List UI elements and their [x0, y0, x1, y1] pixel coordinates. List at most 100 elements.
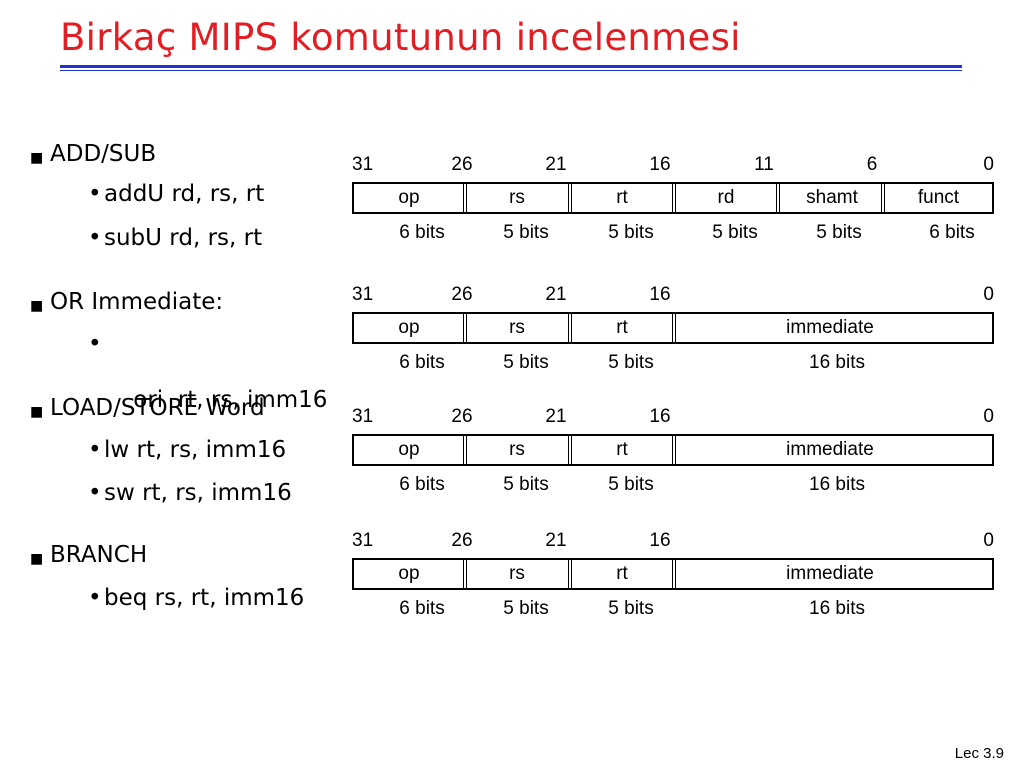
field-width: 5 bits [608, 598, 654, 619]
subitem-lw: • lw rt, rs, imm16 [88, 436, 287, 464]
field-width: 5 bits [608, 222, 654, 243]
bit-position: 26 [451, 530, 473, 551]
field-divider [463, 184, 467, 212]
field-width: 5 bits [503, 352, 549, 373]
bit-position: 16 [649, 154, 671, 175]
bit-position: 31 [352, 530, 374, 551]
field-rt: rt [616, 563, 628, 584]
subitem-sw: • sw rt, rs, imm16 [88, 479, 292, 507]
i-format-diagram-ori: 31 26 21 16 0 op rs rt immediate 6 bits … [352, 284, 994, 384]
field-width: 5 bits [608, 352, 654, 373]
bit-position: 0 [983, 284, 994, 305]
field-width: 5 bits [503, 598, 549, 619]
dot-bullet-icon: • [88, 585, 102, 611]
square-bullet-icon: ■ [30, 404, 44, 420]
field-op: op [398, 317, 420, 338]
field-width: 6 bits [399, 598, 445, 619]
bit-position: 11 [754, 154, 774, 175]
i-format-diagram-load-store: 31 26 21 16 0 op rs rt immediate 6 bits … [352, 406, 994, 506]
square-bullet-icon: ■ [30, 298, 44, 314]
subitem-text: sw rt, rs, imm16 [104, 480, 292, 506]
field-width: 16 bits [809, 598, 865, 619]
field-width: 6 bits [399, 352, 445, 373]
field-op: op [398, 439, 420, 460]
instruction-fields-box: op rs rt immediate [352, 312, 994, 344]
subitem-ori: • ori rt, rs, imm16 [88, 330, 328, 442]
bullet-branch: ■ BRANCH [30, 541, 147, 569]
field-rt: rt [616, 317, 628, 338]
dot-bullet-icon: • [88, 225, 102, 251]
slide-title: Birkaç MIPS komutunun incelenmesi [60, 16, 741, 59]
bullet-load-store: ■ LOAD/STORE Word [30, 394, 265, 422]
instruction-fields-box: op rs rt immediate [352, 434, 994, 466]
bit-position: 16 [649, 284, 671, 305]
subitem-text: beq rs, rt, imm16 [104, 585, 305, 611]
field-divider [672, 560, 676, 588]
subitem-text: addU rd, rs, rt [104, 181, 265, 207]
field-divider [568, 314, 572, 342]
field-divider [568, 436, 572, 464]
dot-bullet-icon: • [88, 331, 102, 357]
title-rule-thick [60, 65, 962, 68]
subitem-addu: • addU rd, rs, rt [88, 180, 265, 208]
square-bullet-icon: ■ [30, 551, 44, 567]
bit-position: 0 [983, 406, 994, 427]
bit-position: 0 [983, 154, 994, 175]
bit-position: 26 [451, 154, 473, 175]
field-width: 6 bits [929, 222, 975, 243]
title-rule-thin [60, 70, 962, 71]
bit-position: 26 [451, 406, 473, 427]
bit-position: 31 [352, 406, 374, 427]
bit-position: 21 [545, 406, 567, 427]
square-bullet-icon: ■ [30, 150, 44, 166]
field-width: 5 bits [503, 222, 549, 243]
dot-bullet-icon: • [88, 181, 102, 207]
field-width: 5 bits [503, 474, 549, 495]
r-format-diagram: 31 26 21 16 11 6 0 op rs rt rd shamt fun… [352, 154, 994, 254]
bit-position: 31 [352, 154, 374, 175]
bit-position: 6 [866, 154, 878, 175]
subitem-beq: • beq rs, rt, imm16 [88, 584, 305, 612]
field-divider [463, 560, 467, 588]
bit-position: 21 [545, 530, 567, 551]
field-width: 6 bits [399, 474, 445, 495]
field-immediate: immediate [786, 317, 874, 338]
bullet-label: ADD/SUB [50, 141, 157, 167]
field-op: op [398, 187, 420, 208]
field-divider [881, 184, 885, 212]
subitem-subu: • subU rd, rs, rt [88, 224, 262, 252]
bit-position: 31 [352, 284, 374, 305]
field-rs: rs [509, 317, 525, 338]
instruction-fields-box: op rs rt rd shamt funct [352, 182, 994, 214]
field-width: 5 bits [608, 474, 654, 495]
field-immediate: immediate [786, 563, 874, 584]
instruction-fields-box: op rs rt immediate [352, 558, 994, 590]
field-width: 6 bits [399, 222, 445, 243]
field-divider [776, 184, 780, 212]
dot-bullet-icon: • [88, 480, 102, 506]
field-width: 16 bits [809, 474, 865, 495]
field-divider [463, 314, 467, 342]
field-divider [672, 184, 676, 212]
field-divider [672, 436, 676, 464]
field-rt: rt [616, 187, 628, 208]
bit-position: 21 [545, 154, 567, 175]
bullet-label: LOAD/STORE Word [50, 395, 265, 421]
i-format-diagram-branch: 31 26 21 16 0 op rs rt immediate 6 bits … [352, 530, 994, 630]
field-divider [463, 436, 467, 464]
field-width: 5 bits [712, 222, 758, 243]
field-rs: rs [509, 563, 525, 584]
field-funct: funct [917, 187, 960, 208]
bit-position: 16 [649, 406, 671, 427]
field-rt: rt [616, 439, 628, 460]
field-rd: rd [717, 187, 735, 208]
field-shamt: shamt [806, 187, 858, 208]
bullet-or-immediate: ■ OR Immediate: [30, 288, 223, 316]
bit-position: 26 [451, 284, 473, 305]
subitem-text: ori rt, rs, imm16 [133, 387, 328, 413]
slide-number: Lec 3.9 [954, 745, 1004, 762]
subitem-text: lw rt, rs, imm16 [104, 437, 287, 463]
field-divider [672, 314, 676, 342]
field-rs: rs [509, 187, 525, 208]
field-op: op [398, 563, 420, 584]
